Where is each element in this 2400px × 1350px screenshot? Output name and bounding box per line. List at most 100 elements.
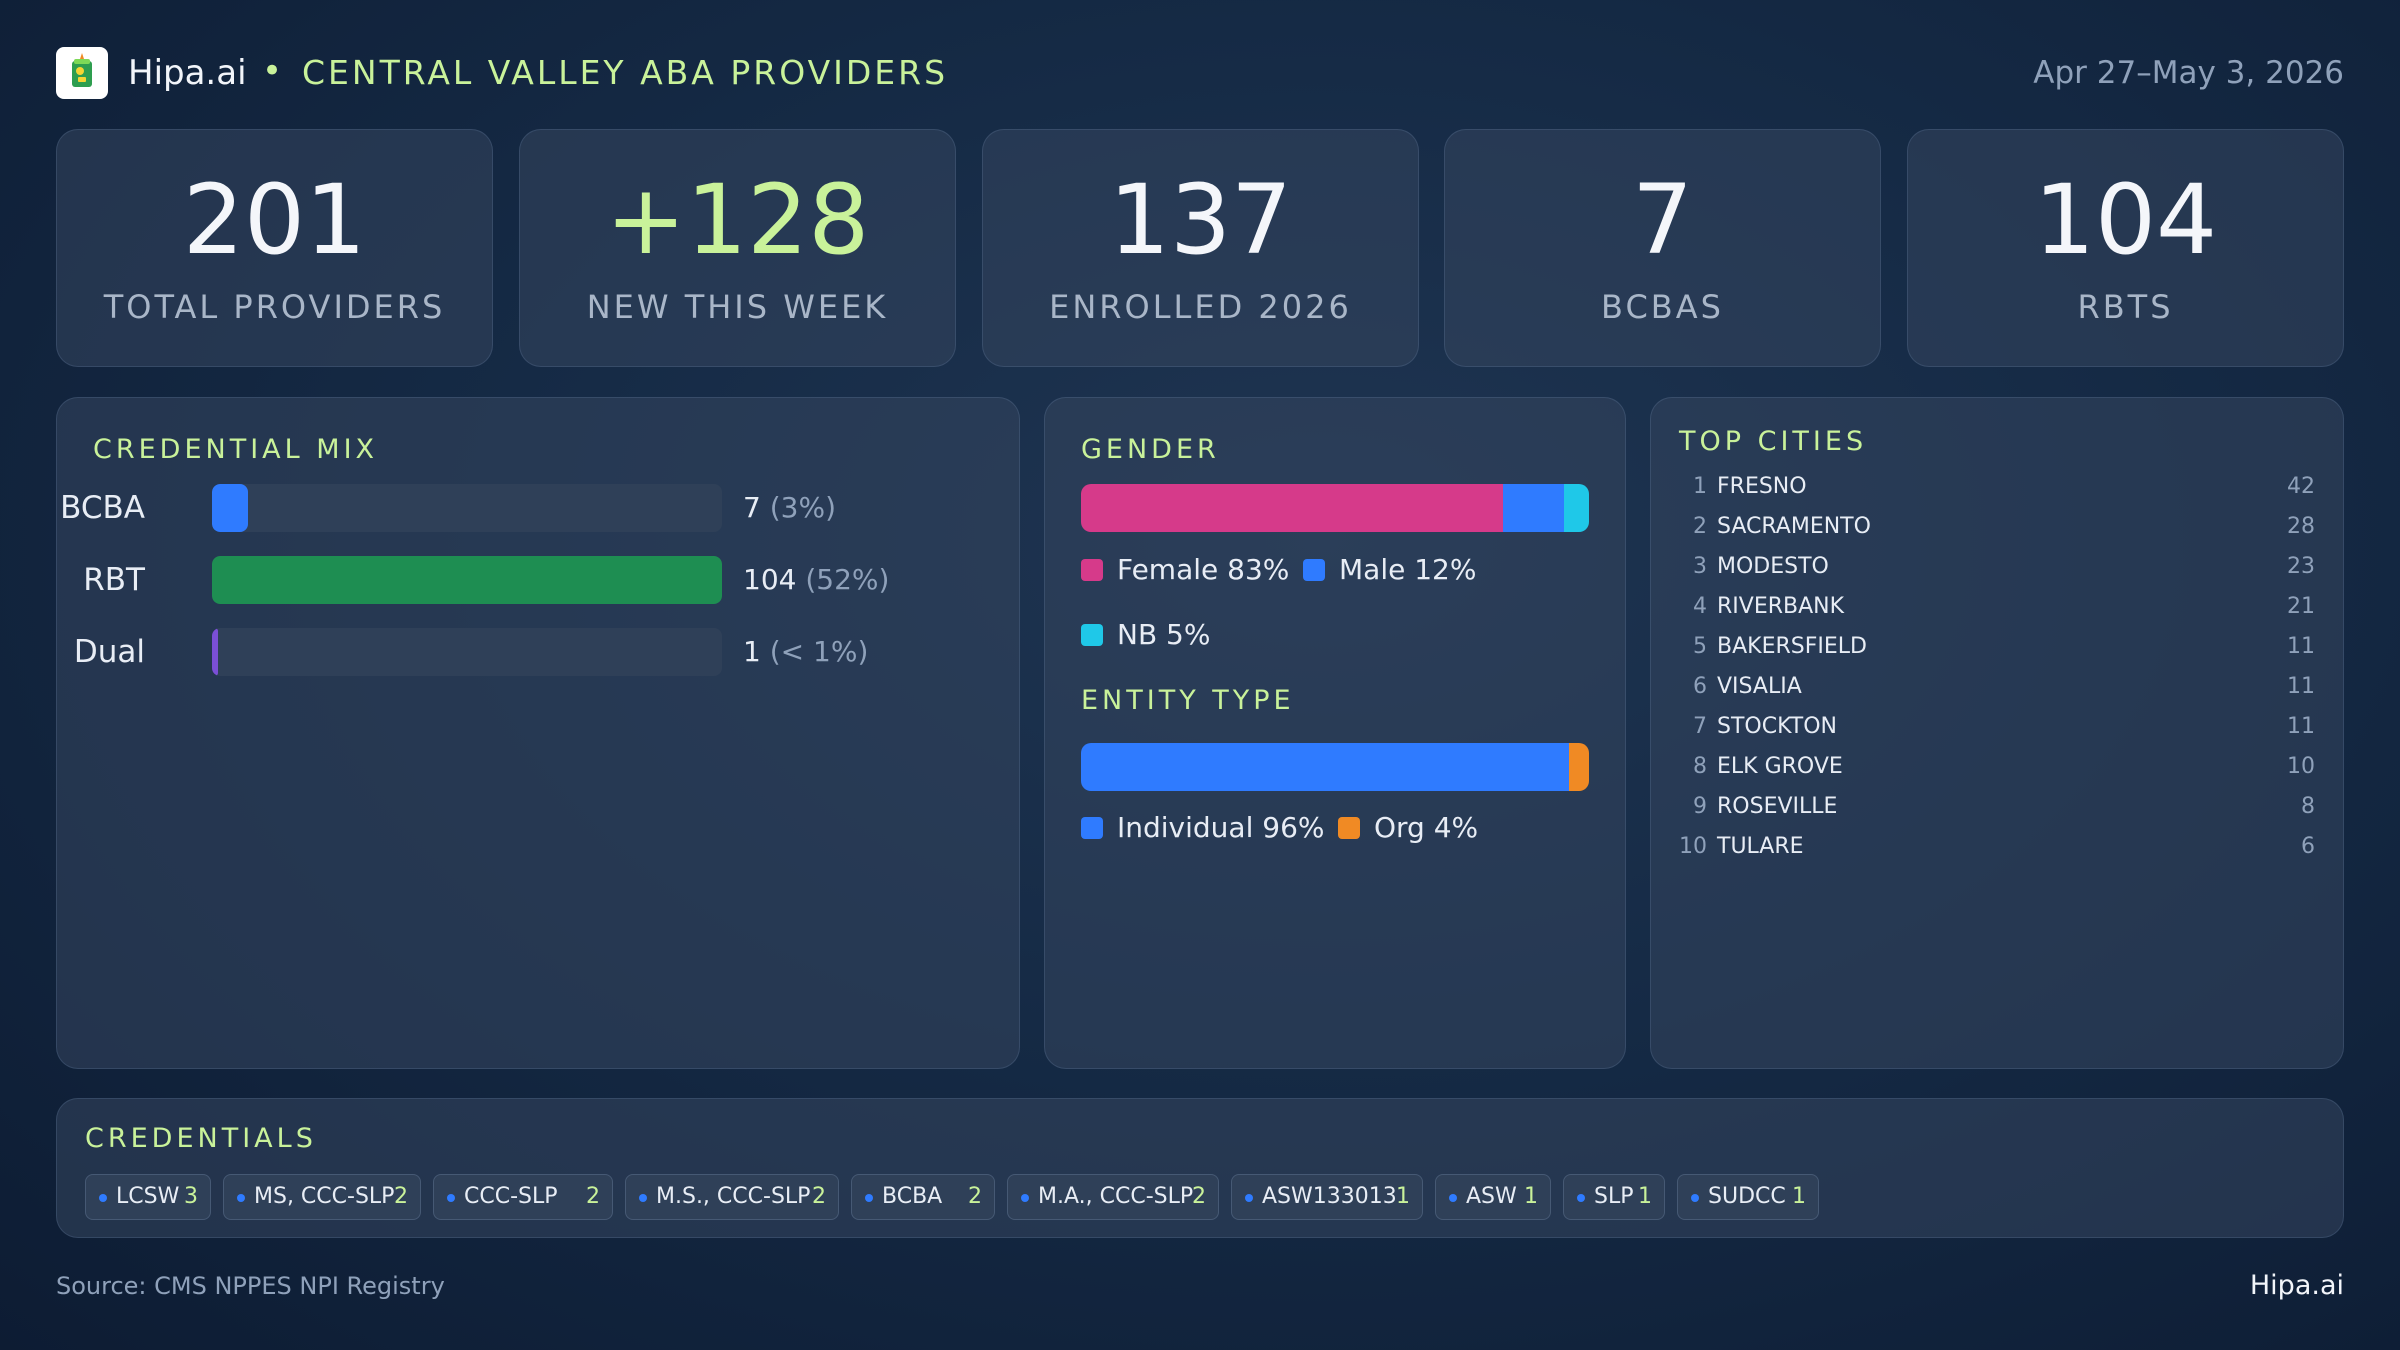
credential-mix-panel: CREDENTIAL MIX BCBA 7 (3%) RBT 104 (52%)…	[56, 397, 1020, 1069]
chip-dot-icon	[1245, 1194, 1253, 1202]
gender-segment-nb	[1563, 484, 1589, 532]
top-cities-panel: TOP CITIES 1 FRESNO 42 2 SACRAMENTO 28 3 MODEST…	[1650, 397, 2344, 1069]
credential-bar-track	[212, 484, 722, 532]
chip-dot-icon	[447, 1194, 455, 1202]
credential-row-rbt: RBT 104 (52%)	[57, 556, 957, 604]
header: Hipa.ai • CENTRAL VALLEY ABA PROVIDERS A…	[56, 47, 2344, 101]
city-count: 42	[2287, 474, 2315, 499]
stat-card-bcbas: 7 BCBAS	[1444, 129, 1881, 367]
chip-label: BCBA	[882, 1184, 943, 1209]
city-count: 23	[2287, 554, 2315, 579]
stat-card-rbts: 104 RBTS	[1907, 129, 2344, 367]
title-separator: •	[262, 51, 283, 91]
credential-chip: ASW 1	[1435, 1174, 1551, 1220]
legend-label: Org 4%	[1374, 811, 1479, 844]
city-count: 11	[2287, 674, 2315, 699]
city-row: 2 SACRAMENTO 28	[1679, 514, 2315, 550]
chip-count: 1	[1792, 1184, 1806, 1209]
date-range: Apr 27–May 3, 2026	[2033, 55, 2344, 91]
city-name: STOCKTON	[1717, 714, 1838, 739]
credential-percent: (3%)	[769, 491, 837, 524]
credential-value: 7 (3%)	[743, 491, 836, 524]
city-count: 21	[2287, 594, 2315, 619]
city-rank: 9	[1693, 794, 1707, 819]
stat-value: 104	[2033, 164, 2218, 276]
city-row: 3 MODESTO 23	[1679, 554, 2315, 590]
city-row: 5 BAKERSFIELD 11	[1679, 634, 2315, 670]
city-count: 8	[2301, 794, 2315, 819]
city-name: MODESTO	[1717, 554, 1829, 579]
legend-label: Male 12%	[1339, 553, 1477, 586]
stat-value: 137	[1108, 164, 1293, 276]
stat-label: BCBAS	[1601, 288, 1724, 326]
city-row: 8 ELK GROVE 10	[1679, 754, 2315, 790]
city-row: 9 ROSEVILLE 8	[1679, 794, 2315, 830]
stat-label: RBTS	[2077, 288, 2174, 326]
legend-swatch	[1081, 817, 1103, 839]
credential-row-bcba: BCBA 7 (3%)	[57, 484, 957, 532]
gender-stacked-bar	[1081, 484, 1589, 532]
chip-dot-icon	[1449, 1194, 1457, 1202]
chip-label: M.A., CCC-SLP	[1038, 1184, 1194, 1209]
city-name: FRESNO	[1717, 474, 1807, 499]
chip-label: ASW133013	[1262, 1184, 1397, 1209]
entity-type-stacked-bar	[1081, 743, 1589, 791]
credential-chip: M.A., CCC-SLP 2	[1007, 1174, 1219, 1220]
footer-brand: Hipa.ai	[2249, 1270, 2344, 1301]
credential-chip: SUDCC 1	[1677, 1174, 1819, 1220]
stat-value: +128	[605, 164, 870, 276]
brand-name: Hipa.ai	[128, 53, 247, 93]
chip-dot-icon	[1577, 1194, 1585, 1202]
credential-percent: (52%)	[805, 563, 890, 596]
chip-dot-icon	[237, 1194, 245, 1202]
credential-value: 104 (52%)	[743, 563, 889, 596]
city-rank: 8	[1693, 754, 1707, 779]
gender-title: GENDER	[1081, 434, 1220, 465]
chip-label: M.S., CCC-SLP	[656, 1184, 811, 1209]
city-name: ROSEVILLE	[1717, 794, 1838, 819]
city-rank: 4	[1693, 594, 1707, 619]
city-rank: 6	[1693, 674, 1707, 699]
hipa-logo-icon	[56, 47, 108, 99]
city-count: 28	[2287, 514, 2315, 539]
city-rank: 2	[1693, 514, 1707, 539]
credential-mix-title: CREDENTIAL MIX	[93, 434, 379, 465]
credential-chip: LCSW 3	[85, 1174, 211, 1220]
legend-swatch	[1338, 817, 1360, 839]
city-rank: 7	[1693, 714, 1707, 739]
entity-segment-individual	[1081, 743, 1569, 791]
credential-chip-list: LCSW 3 MS, CCC-SLP 2 CCC-SLP 2 M.S., CCC-SLP 2 B…	[85, 1174, 2315, 1220]
chip-dot-icon	[1691, 1194, 1699, 1202]
city-row: 4 RIVERBANK 21	[1679, 594, 2315, 630]
chip-count: 1	[1524, 1184, 1538, 1209]
city-name: SACRAMENTO	[1717, 514, 1871, 539]
credential-chip: MS, CCC-SLP 2	[223, 1174, 421, 1220]
stat-label: TOTAL PROVIDERS	[103, 288, 446, 326]
credential-chip: CCC-SLP 2	[433, 1174, 613, 1220]
data-source: Source: CMS NPPES NPI Registry	[56, 1272, 445, 1300]
city-name: ELK GROVE	[1717, 754, 1843, 779]
city-name: BAKERSFIELD	[1717, 634, 1867, 659]
stat-card-total-providers: 201 TOTAL PROVIDERS	[56, 129, 493, 367]
stat-card-new-this-week: +128 NEW THIS WEEK	[519, 129, 956, 367]
credential-bar-fill	[212, 628, 219, 676]
page-title: CENTRAL VALLEY ABA PROVIDERS	[302, 53, 949, 92]
legend-swatch	[1081, 559, 1103, 581]
gender-segment-male	[1502, 484, 1564, 532]
credential-bar-track	[212, 628, 722, 676]
credential-value: 1 (< 1%)	[743, 635, 868, 668]
credential-chip: BCBA 2	[851, 1174, 995, 1220]
legend-swatch	[1081, 624, 1103, 646]
city-rank: 3	[1693, 554, 1707, 579]
stat-label: ENROLLED 2026	[1049, 288, 1352, 326]
chip-label: MS, CCC-SLP	[254, 1184, 395, 1209]
city-count: 10	[2287, 754, 2315, 779]
city-rank: 10	[1679, 834, 1707, 859]
stat-card-enrolled-2026: 137 ENROLLED 2026	[982, 129, 1419, 367]
credential-bar-fill	[212, 484, 248, 532]
credential-bar-track	[212, 556, 722, 604]
top-cities-title: TOP CITIES	[1679, 426, 1868, 457]
city-name: RIVERBANK	[1717, 594, 1845, 619]
city-count: 11	[2287, 634, 2315, 659]
credential-name: BCBA	[60, 490, 145, 526]
